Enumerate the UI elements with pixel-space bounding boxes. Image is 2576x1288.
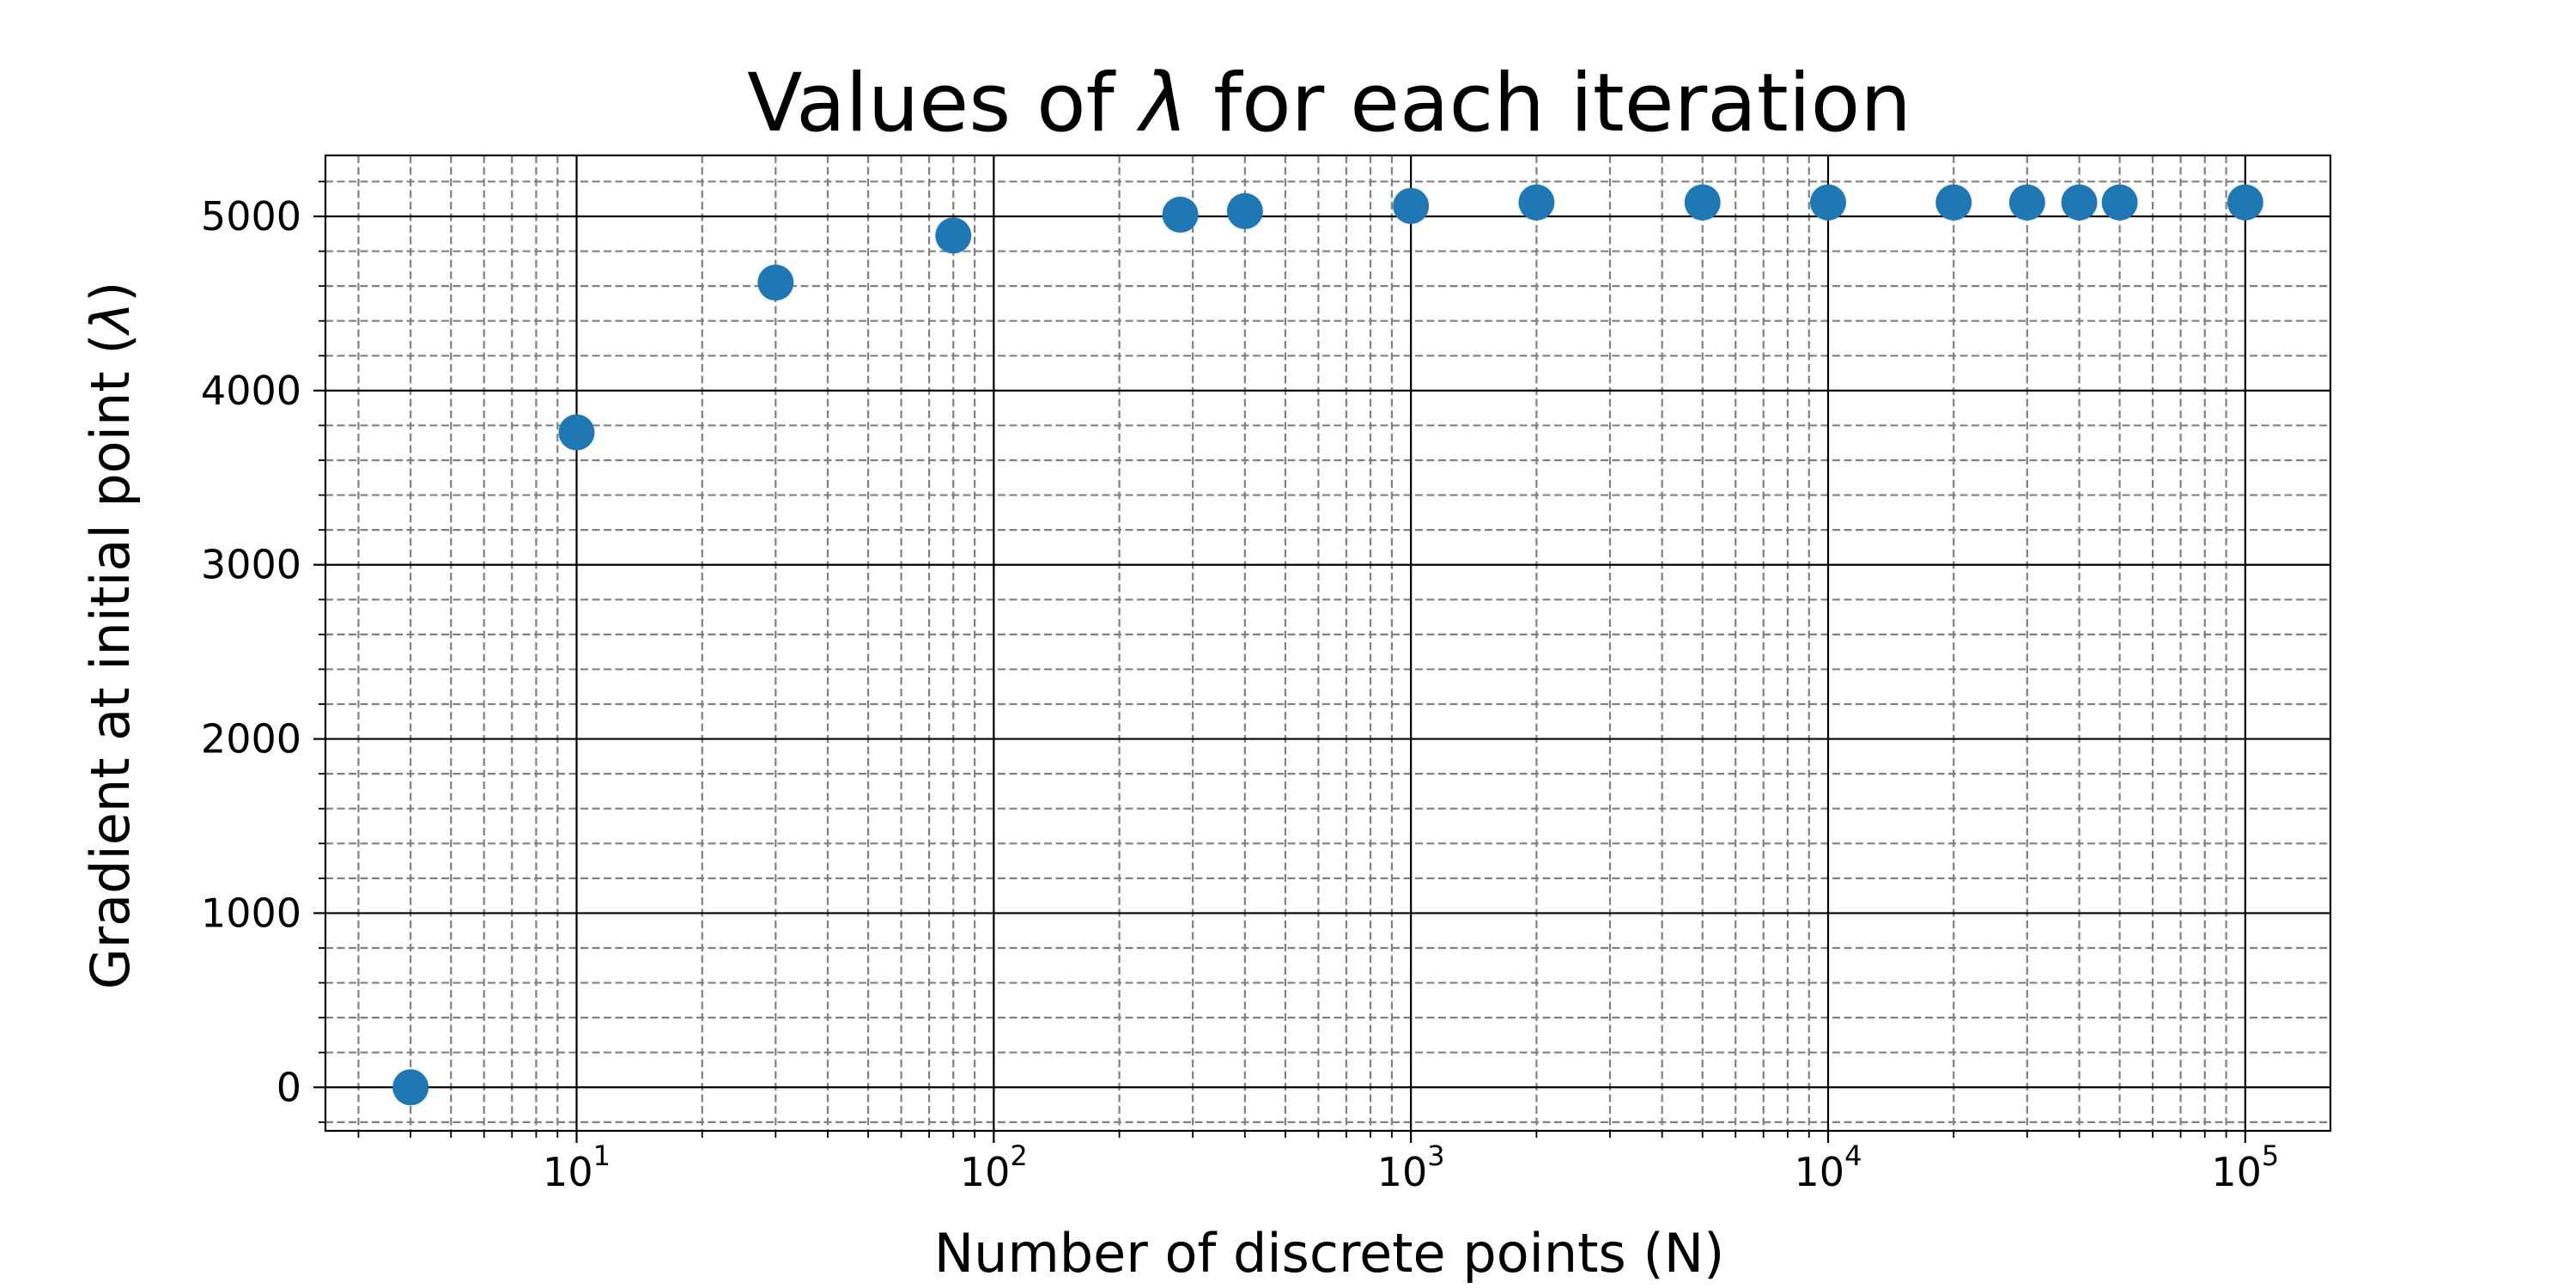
- y-tick-label: 1000: [201, 890, 301, 936]
- data-point: [1393, 187, 1430, 224]
- y-tick-label: 2000: [201, 716, 301, 762]
- x-tick-label: 105: [2211, 1139, 2279, 1195]
- data-point: [1162, 196, 1199, 233]
- data-point: [2227, 184, 2263, 221]
- x-tick-label: 104: [1795, 1139, 1862, 1195]
- data-point: [558, 414, 595, 451]
- y-tick-labels: 0 1000 2000 3000 4000 5000: [201, 193, 301, 1110]
- plot-frame: [324, 154, 2332, 1133]
- x-tick-label: 102: [960, 1139, 1028, 1195]
- data-point: [1518, 184, 1555, 221]
- major-grid: [325, 155, 2330, 1131]
- axis-ticks: [313, 180, 2246, 1143]
- data-point: [757, 264, 794, 301]
- data-point: [2101, 184, 2138, 221]
- x-tick-label: 101: [543, 1139, 611, 1195]
- y-tick-label: 4000: [201, 368, 301, 414]
- y-axis-label: Gradient at initial point (λ): [79, 282, 142, 990]
- x-tick-label: 103: [1377, 1139, 1445, 1195]
- data-point: [2008, 184, 2045, 221]
- y-tick-label: 3000: [201, 542, 301, 588]
- minor-grid: [325, 155, 2330, 1131]
- data-point: [392, 1069, 429, 1106]
- data-point: [935, 217, 972, 254]
- x-tick-labels: 101 102 103 104 105: [543, 1139, 2279, 1195]
- data-point: [1935, 184, 1972, 221]
- x-axis-label: Number of discrete points (N): [934, 1222, 1725, 1285]
- data-point: [2061, 184, 2098, 221]
- chart-title: Values of λ for each iteration: [747, 57, 1911, 150]
- data-point: [1810, 184, 1846, 221]
- data-point: [1684, 184, 1721, 221]
- y-tick-label: 5000: [201, 193, 301, 240]
- data-points: [392, 184, 2263, 1106]
- y-tick-label: 0: [276, 1064, 301, 1110]
- data-point: [1226, 192, 1263, 229]
